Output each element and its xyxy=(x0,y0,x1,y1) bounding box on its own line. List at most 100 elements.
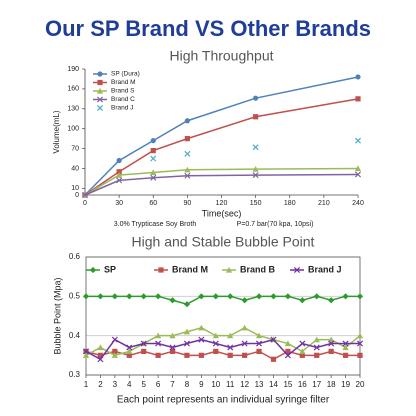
legend-marker xyxy=(158,267,164,273)
marker xyxy=(97,356,104,363)
marker xyxy=(112,348,118,354)
legend-marker xyxy=(293,266,301,274)
marker xyxy=(241,324,248,331)
x-axis-label: Time(sec) xyxy=(202,208,242,218)
marker xyxy=(356,332,364,339)
marker xyxy=(299,297,306,304)
x-tick-label: 11 xyxy=(226,380,235,389)
marker xyxy=(126,344,133,351)
marker xyxy=(284,293,291,300)
y-tick-label: 70 xyxy=(71,145,79,152)
y-tick-label: 190 xyxy=(67,66,79,73)
legend-marker xyxy=(89,266,97,274)
marker xyxy=(253,95,259,101)
y-tick-label: 0.3 xyxy=(69,370,81,379)
legend-marker xyxy=(96,104,104,112)
marker xyxy=(252,144,259,151)
y-tick-label: 160 xyxy=(67,86,79,93)
marker xyxy=(150,169,157,176)
marker xyxy=(270,293,277,300)
x-tick-label: 150 xyxy=(250,200,262,207)
legend-marker xyxy=(96,87,104,94)
marker xyxy=(198,352,204,358)
marker xyxy=(242,352,248,358)
x-tick-label: 18 xyxy=(327,380,336,389)
marker xyxy=(169,297,176,304)
x-tick-label: 10 xyxy=(211,380,220,389)
legend-label: Brand C xyxy=(111,96,135,103)
x-tick-label: 3 xyxy=(113,380,118,389)
marker xyxy=(82,348,90,355)
marker xyxy=(183,301,191,308)
x-tick-label: 0 xyxy=(83,200,87,207)
x-tick-label: 5 xyxy=(141,380,146,389)
marker xyxy=(256,340,263,347)
marker xyxy=(284,340,291,347)
legend-label: Brand S xyxy=(111,88,135,95)
series-line xyxy=(84,173,359,196)
marker xyxy=(155,340,162,347)
marker xyxy=(241,340,248,347)
marker xyxy=(299,352,305,358)
marker xyxy=(140,293,147,300)
marker xyxy=(356,293,364,300)
x-tick-label: 60 xyxy=(149,200,157,207)
legend-label: SP xyxy=(104,264,116,274)
marker xyxy=(299,340,306,347)
legend-marker xyxy=(97,79,103,86)
marker xyxy=(150,138,156,144)
marker xyxy=(313,344,320,351)
x-tick-label: 30 xyxy=(115,200,123,207)
x-tick-label: 13 xyxy=(255,380,264,389)
marker xyxy=(126,293,133,300)
legend-label: Brand M xyxy=(111,79,136,86)
marker xyxy=(328,297,335,304)
series-line xyxy=(84,167,359,196)
y-tick-label: 100 xyxy=(67,126,79,133)
y-tick-label: 0 xyxy=(75,192,79,199)
marker xyxy=(354,165,362,172)
marker xyxy=(284,352,291,359)
marker xyxy=(299,348,306,354)
marker xyxy=(97,293,104,300)
y-tick-label: 0.6 xyxy=(69,252,81,261)
marker xyxy=(354,137,362,144)
marker xyxy=(270,336,277,343)
marker xyxy=(169,344,176,351)
x-tick-label: 8 xyxy=(185,380,190,389)
annotation: 3.0% Trypticase Soy Broth xyxy=(114,221,197,228)
marker xyxy=(97,344,104,351)
x-tick-label: 7 xyxy=(170,380,175,389)
marker xyxy=(253,114,259,120)
marker xyxy=(184,172,191,179)
marker xyxy=(313,293,320,300)
marker xyxy=(183,328,191,335)
marker xyxy=(328,348,334,354)
marker xyxy=(213,348,219,354)
chart-title: High and Stable Bubble Point xyxy=(132,234,315,250)
series-line xyxy=(85,338,360,361)
y-axis-label: Volume(mL) xyxy=(52,110,61,153)
marker xyxy=(212,293,219,300)
marker xyxy=(126,352,132,358)
x-tick-label: 12 xyxy=(240,380,249,389)
marker xyxy=(155,352,161,358)
marker xyxy=(342,293,349,300)
marker xyxy=(256,348,262,354)
x-tick-label: 15 xyxy=(283,380,292,389)
y-tick-label: 10 xyxy=(71,185,79,192)
x-tick-label: 4 xyxy=(127,380,132,389)
marker xyxy=(285,348,291,354)
marker xyxy=(116,157,122,164)
annotation: P=0.7 bar(70 kpa, 10psi) xyxy=(237,221,314,228)
x-tick-label: 240 xyxy=(352,200,364,207)
marker xyxy=(227,332,234,339)
marker xyxy=(111,293,118,300)
x-tick-label: 14 xyxy=(269,380,278,389)
legend-label: Brand B xyxy=(240,264,276,274)
marker xyxy=(97,352,104,358)
legend-marker xyxy=(225,266,233,273)
marker xyxy=(198,336,205,343)
plot-frame xyxy=(85,256,361,376)
